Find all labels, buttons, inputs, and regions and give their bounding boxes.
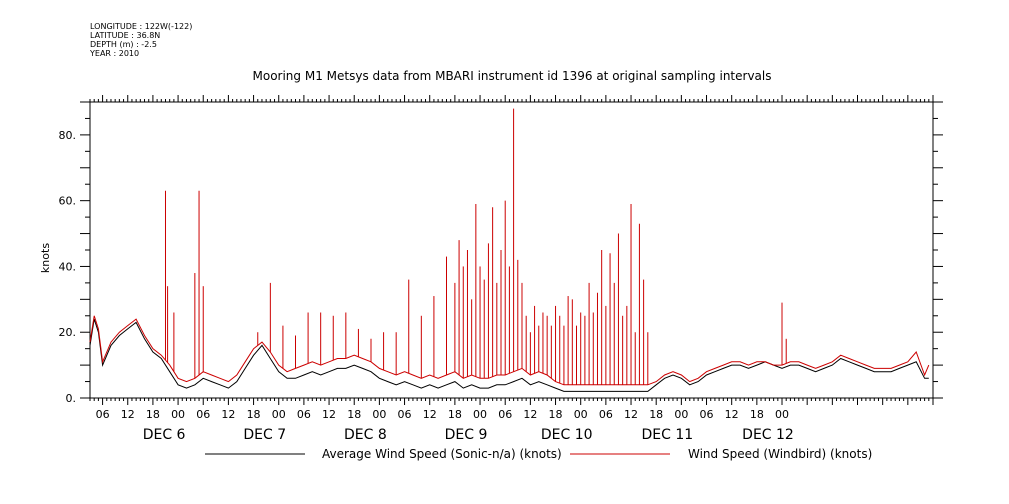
x-tick-label: 12 [221, 408, 235, 421]
day-label: DEC 8 [344, 427, 387, 443]
series-line-sonic [89, 318, 929, 392]
x-tick-label: 00 [574, 408, 588, 421]
legend-label-windbird: Wind Speed (Windbird) (knots) [688, 447, 872, 461]
x-tick-label: 18 [750, 408, 764, 421]
x-tick-label: 00 [775, 408, 789, 421]
x-tick-label: 06 [96, 408, 110, 421]
x-tick-label: 00 [473, 408, 487, 421]
x-tick-label: 06 [196, 408, 210, 421]
x-tick-label: 18 [448, 408, 462, 421]
legend: Average Wind Speed (Sonic-n/a) (knots) W… [205, 447, 872, 461]
day-label: DEC 6 [143, 427, 186, 443]
x-tick-label: 12 [523, 408, 537, 421]
x-tick-label: 12 [121, 408, 135, 421]
x-tick-label: 06 [297, 408, 311, 421]
x-tick-label: 12 [322, 408, 336, 421]
axes-frame: 06 12 18 00 06 12 18 00 06 12 18 00 06 12 18 00 06 12 18 00… [59, 95, 943, 443]
metadata-block: LONGITUDE : 122W(-122) LATITUDE : 36.8N … [90, 22, 192, 58]
x-tick-label: 06 [599, 408, 613, 421]
legend-label-sonic: Average Wind Speed (Sonic-n/a) (knots) [322, 447, 562, 461]
x-tick-label: 18 [549, 408, 563, 421]
chart-title: Mooring M1 Metsys data from MBARI instru… [253, 69, 772, 83]
x-tick-label: 12 [423, 408, 437, 421]
y-tick-label: 60. [59, 195, 77, 208]
x-tick-label: 00 [372, 408, 386, 421]
day-label: DEC 11 [642, 427, 694, 443]
x-tick-label: 06 [498, 408, 512, 421]
day-label: DEC 9 [445, 427, 488, 443]
x-tick-label: 00 [272, 408, 286, 421]
y-tick-label: 20. [59, 326, 77, 339]
day-label: DEC 12 [742, 427, 794, 443]
series-layer [89, 108, 930, 392]
x-tick-label: 00 [674, 408, 688, 421]
day-label: DEC 10 [541, 427, 593, 443]
x-tick-label: 18 [247, 408, 261, 421]
y-tick-label: 80. [59, 129, 77, 142]
y-tick-label: 0. [66, 392, 77, 405]
series-line-windbird [89, 315, 930, 386]
x-tick-label: 06 [398, 408, 412, 421]
x-tick-label: 18 [146, 408, 160, 421]
day-label: DEC 7 [243, 427, 286, 443]
y-tick-label: 40. [59, 260, 77, 273]
plot-frame [89, 101, 934, 399]
meta-latitude: LATITUDE : 36.8N [90, 31, 161, 40]
x-tick-label: 18 [649, 408, 663, 421]
x-tick-label: 12 [624, 408, 638, 421]
y-axis-label: knots [39, 243, 52, 273]
meta-depth: DEPTH (m) : -2.5 [90, 40, 157, 49]
meta-longitude: LONGITUDE : 122W(-122) [90, 22, 193, 31]
x-tick-label: 06 [700, 408, 714, 421]
x-tick-label: 12 [725, 408, 739, 421]
x-tick-label: 00 [171, 408, 185, 421]
meta-year: YEAR : 2010 [90, 49, 140, 58]
x-tick-label: 18 [347, 408, 361, 421]
